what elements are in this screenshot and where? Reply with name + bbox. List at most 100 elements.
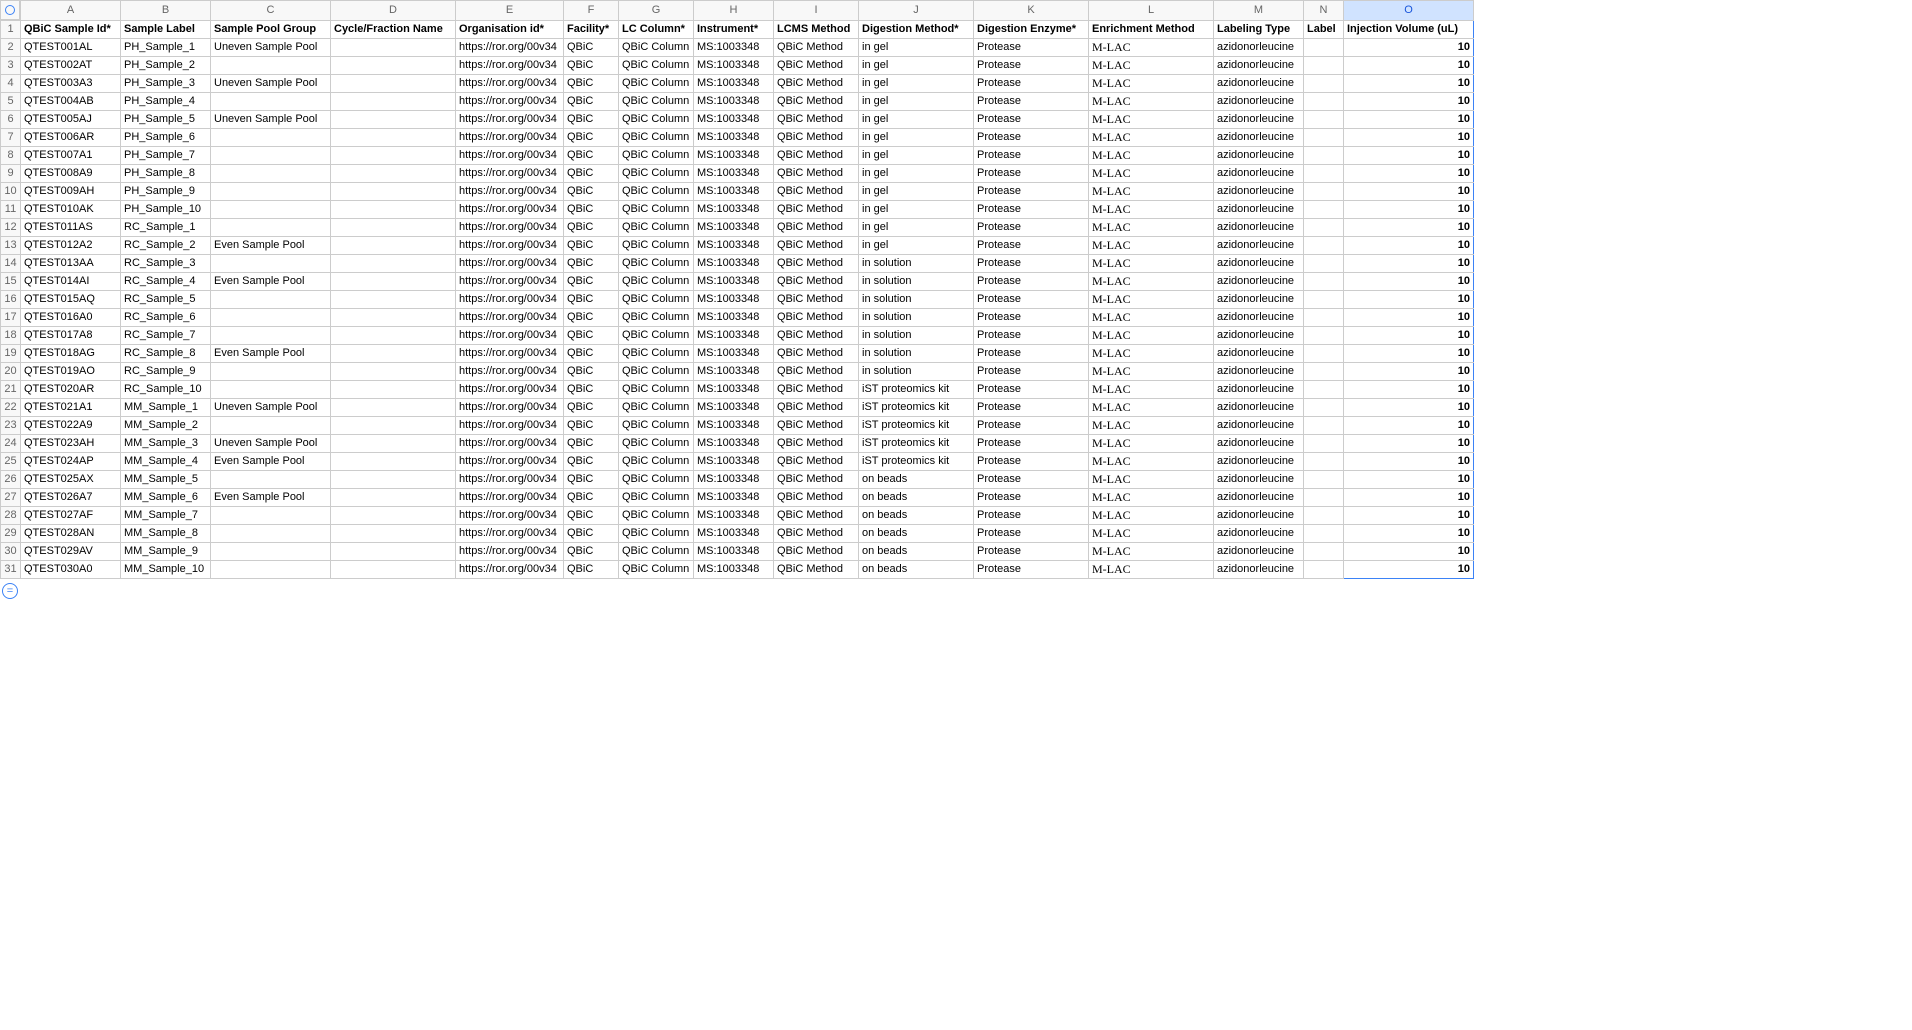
cell-G7[interactable]: QBiC Column xyxy=(619,129,694,147)
cell-M21[interactable]: azidonorleucine xyxy=(1214,381,1304,399)
cell-C30[interactable] xyxy=(211,543,331,561)
cell-J24[interactable]: iST proteomics kit xyxy=(859,435,974,453)
cell-G4[interactable]: QBiC Column xyxy=(619,75,694,93)
cell-G20[interactable]: QBiC Column xyxy=(619,363,694,381)
row-header-7[interactable]: 7 xyxy=(1,129,21,147)
cell-A10[interactable]: QTEST009AH xyxy=(21,183,121,201)
cell-N18[interactable] xyxy=(1304,327,1344,345)
cell-J14[interactable]: in solution xyxy=(859,255,974,273)
row-header-22[interactable]: 22 xyxy=(1,399,21,417)
row-header-21[interactable]: 21 xyxy=(1,381,21,399)
cell-H13[interactable]: MS:1003348 xyxy=(694,237,774,255)
header-cell-C[interactable]: Sample Pool Group xyxy=(211,21,331,39)
cell-N14[interactable] xyxy=(1304,255,1344,273)
cell-C12[interactable] xyxy=(211,219,331,237)
cell-F10[interactable]: QBiC xyxy=(564,183,619,201)
cell-C3[interactable] xyxy=(211,57,331,75)
cell-N22[interactable] xyxy=(1304,399,1344,417)
cell-G27[interactable]: QBiC Column xyxy=(619,489,694,507)
cell-C9[interactable] xyxy=(211,165,331,183)
cell-A31[interactable]: QTEST030A0 xyxy=(21,561,121,579)
cell-H30[interactable]: MS:1003348 xyxy=(694,543,774,561)
cell-D16[interactable] xyxy=(331,291,456,309)
cell-A23[interactable]: QTEST022A9 xyxy=(21,417,121,435)
cell-F19[interactable]: QBiC xyxy=(564,345,619,363)
cell-F18[interactable]: QBiC xyxy=(564,327,619,345)
cell-M19[interactable]: azidonorleucine xyxy=(1214,345,1304,363)
cell-J5[interactable]: in gel xyxy=(859,93,974,111)
header-cell-H[interactable]: Instrument* xyxy=(694,21,774,39)
row-header-30[interactable]: 30 xyxy=(1,543,21,561)
cell-E7[interactable]: https://ror.org/00v34 xyxy=(456,129,564,147)
cell-F13[interactable]: QBiC xyxy=(564,237,619,255)
cell-K8[interactable]: Protease xyxy=(974,147,1089,165)
cell-B26[interactable]: MM_Sample_5 xyxy=(121,471,211,489)
cell-E23[interactable]: https://ror.org/00v34 xyxy=(456,417,564,435)
cell-K16[interactable]: Protease xyxy=(974,291,1089,309)
cell-E24[interactable]: https://ror.org/00v34 xyxy=(456,435,564,453)
cell-D9[interactable] xyxy=(331,165,456,183)
cell-F11[interactable]: QBiC xyxy=(564,201,619,219)
row-header-3[interactable]: 3 xyxy=(1,57,21,75)
cell-L26[interactable]: M-LAC xyxy=(1089,471,1214,489)
cell-M8[interactable]: azidonorleucine xyxy=(1214,147,1304,165)
cell-E2[interactable]: https://ror.org/00v34 xyxy=(456,39,564,57)
cell-I27[interactable]: QBiC Method xyxy=(774,489,859,507)
cell-N15[interactable] xyxy=(1304,273,1344,291)
cell-J2[interactable]: in gel xyxy=(859,39,974,57)
cell-A6[interactable]: QTEST005AJ xyxy=(21,111,121,129)
cell-E4[interactable]: https://ror.org/00v34 xyxy=(456,75,564,93)
cell-L23[interactable]: M-LAC xyxy=(1089,417,1214,435)
header-cell-G[interactable]: LC Column* xyxy=(619,21,694,39)
cell-C19[interactable]: Even Sample Pool xyxy=(211,345,331,363)
cell-H26[interactable]: MS:1003348 xyxy=(694,471,774,489)
col-header-F[interactable]: F xyxy=(564,1,619,21)
cell-M20[interactable]: azidonorleucine xyxy=(1214,363,1304,381)
cell-C28[interactable] xyxy=(211,507,331,525)
cell-J30[interactable]: on beads xyxy=(859,543,974,561)
cell-N24[interactable] xyxy=(1304,435,1344,453)
cell-I5[interactable]: QBiC Method xyxy=(774,93,859,111)
cell-B21[interactable]: RC_Sample_10 xyxy=(121,381,211,399)
cell-A27[interactable]: QTEST026A7 xyxy=(21,489,121,507)
cell-E9[interactable]: https://ror.org/00v34 xyxy=(456,165,564,183)
cell-A21[interactable]: QTEST020AR xyxy=(21,381,121,399)
cell-O31[interactable]: 10 xyxy=(1344,561,1474,579)
cell-K6[interactable]: Protease xyxy=(974,111,1089,129)
cell-E27[interactable]: https://ror.org/00v34 xyxy=(456,489,564,507)
cell-O22[interactable]: 10 xyxy=(1344,399,1474,417)
cell-A17[interactable]: QTEST016A0 xyxy=(21,309,121,327)
cell-F12[interactable]: QBiC xyxy=(564,219,619,237)
cell-M5[interactable]: azidonorleucine xyxy=(1214,93,1304,111)
cell-I19[interactable]: QBiC Method xyxy=(774,345,859,363)
cell-F7[interactable]: QBiC xyxy=(564,129,619,147)
cell-D15[interactable] xyxy=(331,273,456,291)
cell-D27[interactable] xyxy=(331,489,456,507)
cell-J23[interactable]: iST proteomics kit xyxy=(859,417,974,435)
cell-L28[interactable]: M-LAC xyxy=(1089,507,1214,525)
cell-K10[interactable]: Protease xyxy=(974,183,1089,201)
cell-H21[interactable]: MS:1003348 xyxy=(694,381,774,399)
cell-I18[interactable]: QBiC Method xyxy=(774,327,859,345)
cell-L19[interactable]: M-LAC xyxy=(1089,345,1214,363)
cell-B24[interactable]: MM_Sample_3 xyxy=(121,435,211,453)
row-header-28[interactable]: 28 xyxy=(1,507,21,525)
cell-G22[interactable]: QBiC Column xyxy=(619,399,694,417)
cell-J4[interactable]: in gel xyxy=(859,75,974,93)
cell-J12[interactable]: in gel xyxy=(859,219,974,237)
cell-E11[interactable]: https://ror.org/00v34 xyxy=(456,201,564,219)
cell-C26[interactable] xyxy=(211,471,331,489)
cell-L27[interactable]: M-LAC xyxy=(1089,489,1214,507)
cell-B5[interactable]: PH_Sample_4 xyxy=(121,93,211,111)
cell-K9[interactable]: Protease xyxy=(974,165,1089,183)
cell-H15[interactable]: MS:1003348 xyxy=(694,273,774,291)
header-cell-M[interactable]: Labeling Type xyxy=(1214,21,1304,39)
row-header-25[interactable]: 25 xyxy=(1,453,21,471)
cell-G13[interactable]: QBiC Column xyxy=(619,237,694,255)
cell-H25[interactable]: MS:1003348 xyxy=(694,453,774,471)
cell-G15[interactable]: QBiC Column xyxy=(619,273,694,291)
cell-N16[interactable] xyxy=(1304,291,1344,309)
cell-K25[interactable]: Protease xyxy=(974,453,1089,471)
cell-O15[interactable]: 10 xyxy=(1344,273,1474,291)
cell-F25[interactable]: QBiC xyxy=(564,453,619,471)
